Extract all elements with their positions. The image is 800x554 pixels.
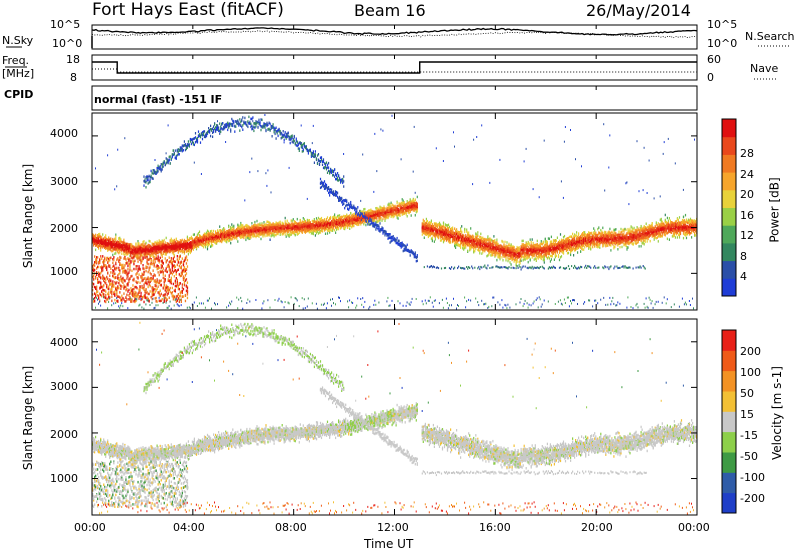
- velocity-cbar-swatch-6: [722, 370, 736, 392]
- power-cbar-tick-8: 8: [740, 250, 747, 263]
- noise-left-tick-bottom: 10^0: [52, 37, 82, 50]
- velocity-cbar-tick--200: -200: [740, 492, 765, 505]
- power-cbar-swatch-8: [722, 136, 736, 155]
- cpid-text: normal (fast) -151 IF: [94, 93, 222, 106]
- freq-unit-label: [MHz]: [2, 67, 34, 80]
- station-title: Fort Hays East (fitACF): [92, 0, 284, 20]
- velocity-cbar-swatch-2: [722, 452, 736, 473]
- noise-sky-line: [91, 27, 698, 36]
- power-cbar-swatch-7: [722, 154, 736, 173]
- power-cbar-tick-24: 24: [740, 168, 754, 181]
- velocity-cbar-tick--100: -100: [740, 471, 765, 484]
- noise-right-tick-top: 10^5: [707, 18, 737, 31]
- freq-label: Freq.: [2, 54, 29, 67]
- power-cbar-tick-20: 20: [740, 188, 754, 201]
- velocity-cbar-swatch-0: [722, 492, 736, 514]
- velocity-cbar-tick--15: -15: [740, 429, 758, 442]
- velocity-cbar-tick-200: 200: [740, 345, 761, 358]
- freq-left-tick-bottom: 8: [70, 71, 77, 84]
- power-ytick-2000: 2000: [50, 222, 78, 235]
- power-cbar-swatch-6: [722, 172, 736, 191]
- power-cbar-swatch-0: [722, 278, 736, 297]
- xtick-3: 12:00: [377, 521, 409, 534]
- xtick-1: 04:00: [173, 521, 205, 534]
- noise-left-tick-top: 10^5: [50, 18, 80, 31]
- velocity-cbar-tick-50: 50: [740, 387, 754, 400]
- nsearch-label: N.Search: [745, 30, 795, 43]
- power-cbar-swatch-5: [722, 189, 736, 208]
- velocity-cbar-frame: [721, 329, 737, 514]
- nave-label: Nave: [750, 62, 778, 75]
- power-cbar-frame: [721, 118, 737, 297]
- velocity-heatmap: [92, 321, 698, 515]
- date-title: 26/May/2014: [586, 1, 691, 20]
- freq-left-tick-top: 18: [66, 53, 80, 66]
- freq-right-tick-top: 60: [707, 53, 721, 66]
- velocity-cbar-swatch-7: [722, 350, 736, 372]
- xtick-0: 00:00: [74, 521, 106, 534]
- freq-right-tick-bottom: 0: [707, 71, 714, 84]
- velocity-cbar-swatch-8: [722, 330, 736, 351]
- velocity-cbar-tick-15: 15: [740, 408, 754, 421]
- noise-right-tick-bottom: 10^0: [707, 37, 737, 50]
- power-cbar-swatch-1: [722, 260, 736, 279]
- freq-line: [92, 61, 697, 74]
- xtick-2: 08:00: [275, 521, 307, 534]
- nsky-label: N.Sky: [2, 34, 33, 47]
- velocity-ytick-1000: 1000: [50, 472, 78, 485]
- velocity-cbar-swatch-5: [722, 391, 736, 412]
- velocity-cbar-tick--50: -50: [740, 450, 758, 463]
- xtick-5: 20:00: [581, 521, 613, 534]
- velocity-cbar-tick-100: 100: [740, 366, 761, 379]
- power-cbar-tick-16: 16: [740, 209, 754, 222]
- cpid-label: CPID: [4, 88, 33, 101]
- power-cbar-tick-4: 4: [740, 270, 747, 283]
- power-cbar-swatch-9: [722, 119, 736, 138]
- xtick-4: 16:00: [479, 521, 511, 534]
- power-cbar-swatch-4: [722, 207, 736, 226]
- power-cbar-swatch-3: [722, 225, 736, 244]
- velocity-ytick-3000: 3000: [50, 380, 78, 393]
- velocity-ytick-4000: 4000: [50, 336, 78, 349]
- power-cbar-swatch-2: [722, 242, 736, 262]
- power-heatmap: [92, 114, 698, 310]
- noise-search-line: [91, 30, 697, 39]
- power-ytick-3000: 3000: [50, 175, 78, 188]
- xtick-6: 00:00: [678, 521, 710, 534]
- velocity-cbar-swatch-4: [722, 411, 736, 433]
- power-cbar-tick-28: 28: [740, 147, 754, 160]
- power-ytick-4000: 4000: [50, 127, 78, 140]
- velocity-cbar-swatch-3: [722, 431, 736, 453]
- power-ytick-1000: 1000: [50, 265, 78, 278]
- xlabel: Time UT: [364, 537, 413, 551]
- velocity-cbar-swatch-1: [722, 472, 736, 494]
- velocity-ytick-2000: 2000: [50, 428, 78, 441]
- power-cbar-tick-12: 12: [740, 229, 754, 242]
- beam-title: Beam 16: [354, 1, 426, 20]
